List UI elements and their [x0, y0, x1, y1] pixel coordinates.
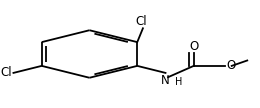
Text: O: O — [226, 59, 235, 72]
Text: N: N — [161, 74, 170, 87]
Text: Cl: Cl — [1, 66, 12, 79]
Text: O: O — [189, 40, 198, 53]
Text: H: H — [175, 77, 183, 87]
Text: Cl: Cl — [136, 15, 147, 28]
